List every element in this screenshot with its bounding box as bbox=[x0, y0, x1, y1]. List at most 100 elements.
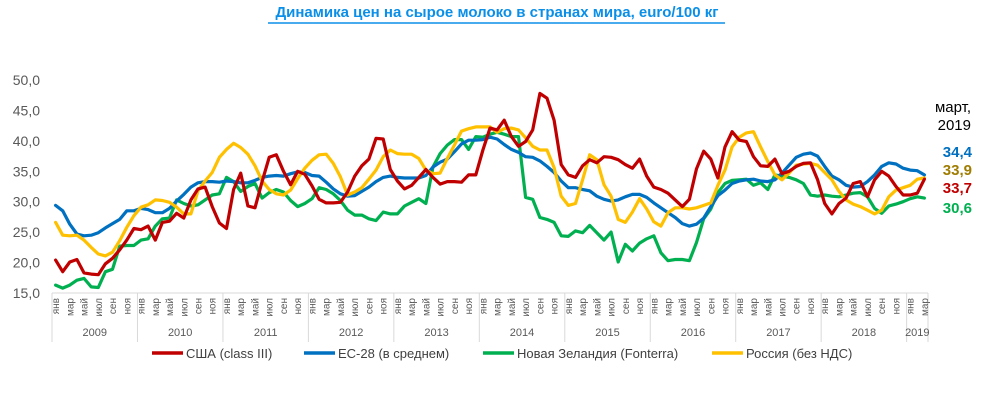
month-tick-label: сен bbox=[108, 298, 119, 314]
month-tick-label: мар bbox=[493, 298, 504, 316]
end-value-label: 34,4 bbox=[943, 144, 973, 161]
series-line-0 bbox=[54, 91, 926, 277]
year-label: 2019 bbox=[905, 327, 929, 339]
series-lines bbox=[54, 91, 926, 290]
month-tick-label: май bbox=[80, 298, 91, 316]
month-tick-label: мар bbox=[578, 298, 589, 316]
y-tick-label: 45,0 bbox=[13, 102, 40, 118]
month-tick-label: мар bbox=[65, 298, 76, 316]
month-tick-label: мар bbox=[920, 298, 931, 316]
month-tick-label: сен bbox=[279, 298, 290, 314]
month-tick-label: июл bbox=[521, 298, 532, 317]
month-tick-label: май bbox=[336, 298, 347, 316]
y-tick-label: 15,0 bbox=[13, 285, 40, 301]
year-label: 2010 bbox=[168, 327, 192, 339]
y-tick-label: 25,0 bbox=[13, 224, 40, 240]
month-tick-label: ноя bbox=[891, 298, 902, 315]
month-tick-label: мар bbox=[407, 298, 418, 316]
year-label: 2016 bbox=[681, 327, 705, 339]
legend-label: Новая Зеландия (Fonterra) bbox=[517, 346, 678, 361]
end-value-label: 33,9 bbox=[943, 162, 972, 179]
month-tick-label: июл bbox=[863, 298, 874, 317]
year-label: 2009 bbox=[82, 327, 106, 339]
month-tick-label: июл bbox=[265, 298, 276, 317]
month-tick-label: ноя bbox=[721, 298, 732, 315]
month-tick-label: июл bbox=[94, 298, 105, 317]
month-tick-label: мар bbox=[664, 298, 675, 316]
month-tick-label: ноя bbox=[550, 298, 561, 315]
month-tick-label: янв bbox=[478, 298, 489, 314]
month-tick-label: июл bbox=[350, 298, 361, 317]
month-tick-label: янв bbox=[564, 298, 575, 314]
end-value-label: 30,6 bbox=[943, 200, 972, 217]
month-tick-label: июл bbox=[179, 298, 190, 317]
month-tick-label: июл bbox=[778, 298, 789, 317]
series-line-1 bbox=[54, 135, 926, 238]
month-tick-label: янв bbox=[820, 298, 831, 314]
month-tick-label: мар bbox=[322, 298, 333, 316]
legend-item: Россия (без НДС) bbox=[712, 346, 852, 361]
month-tick-label: май bbox=[849, 298, 860, 316]
end-value-labels: 33,7 34,4 30,6 33,9 bbox=[943, 144, 973, 217]
legend-item: ЕС-28 (в среднем) bbox=[304, 346, 449, 361]
month-tick-label: янв bbox=[137, 298, 148, 314]
legend-item: США (class III) bbox=[152, 346, 272, 361]
month-tick-label: мар bbox=[834, 298, 845, 316]
month-tick-label: май bbox=[678, 298, 689, 316]
y-tick-label: 35,0 bbox=[13, 163, 40, 179]
month-tick-label: июл bbox=[607, 298, 618, 317]
month-tick-label: ноя bbox=[464, 298, 475, 315]
month-tick-label: янв bbox=[906, 298, 917, 314]
month-tick-label: ноя bbox=[122, 298, 133, 315]
end-annotation: март, 2019 bbox=[935, 99, 971, 134]
year-label: 2017 bbox=[766, 327, 790, 339]
month-tick-label: сен bbox=[535, 298, 546, 314]
month-tick-label: сен bbox=[194, 298, 205, 314]
month-tick-label: ноя bbox=[635, 298, 646, 315]
month-tick-label: сен bbox=[877, 298, 888, 314]
annotation-year: 2019 bbox=[938, 117, 971, 134]
month-tick-label: ноя bbox=[208, 298, 219, 315]
month-tick-label: янв bbox=[222, 298, 233, 314]
month-tick-label: май bbox=[421, 298, 432, 316]
month-tick-label: ноя bbox=[379, 298, 390, 315]
year-label: 2011 bbox=[254, 327, 278, 339]
chart-title: Динамика цен на сырое молоко в странах м… bbox=[275, 4, 718, 21]
legend-item: Новая Зеландия (Fonterra) bbox=[483, 346, 678, 361]
month-tick-label: сен bbox=[621, 298, 632, 314]
month-tick-label: янв bbox=[51, 298, 62, 314]
year-label: 2015 bbox=[595, 327, 619, 339]
y-tick-label: 20,0 bbox=[13, 255, 40, 271]
month-tick-label: ноя bbox=[806, 298, 817, 315]
y-tick-label: 30,0 bbox=[13, 194, 40, 210]
year-label: 2014 bbox=[510, 327, 534, 339]
month-tick-label: сен bbox=[364, 298, 375, 314]
legend: США (class III) ЕС-28 (в среднем) Новая Зе… bbox=[152, 346, 852, 361]
month-tick-label: сен bbox=[706, 298, 717, 314]
month-tick-label: май bbox=[507, 298, 518, 316]
month-tick-label: сен bbox=[792, 298, 803, 314]
month-tick-label: мар bbox=[236, 298, 247, 316]
x-axis: янв мар май июл сен ноя янв мар май июл сен ноя янв м… bbox=[51, 292, 931, 342]
legend-label: ЕС-28 (в среднем) bbox=[338, 346, 449, 361]
month-tick-label: ноя bbox=[293, 298, 304, 315]
month-tick-label: июл bbox=[436, 298, 447, 317]
legend-label: Россия (без НДС) bbox=[746, 346, 852, 361]
y-tick-label: 50,0 bbox=[13, 72, 40, 88]
end-value-label: 33,7 bbox=[943, 180, 972, 197]
y-axis: 15,0 20,0 25,0 30,0 35,0 40,0 45,0 50,0 bbox=[13, 72, 40, 301]
month-tick-label: июл bbox=[692, 298, 703, 317]
month-tick-label: янв bbox=[307, 298, 318, 314]
year-label: 2018 bbox=[852, 327, 876, 339]
month-tick-label: май bbox=[250, 298, 261, 316]
y-tick-label: 40,0 bbox=[13, 133, 40, 149]
year-label: 2013 bbox=[424, 327, 448, 339]
month-tick-label: янв bbox=[735, 298, 746, 314]
month-tick-label: мар bbox=[749, 298, 760, 316]
annotation-month: март, bbox=[935, 99, 971, 116]
month-tick-label: янв bbox=[649, 298, 660, 314]
month-tick-label: янв bbox=[393, 298, 404, 314]
month-tick-label: май bbox=[165, 298, 176, 316]
month-tick-label: мар bbox=[151, 298, 162, 316]
